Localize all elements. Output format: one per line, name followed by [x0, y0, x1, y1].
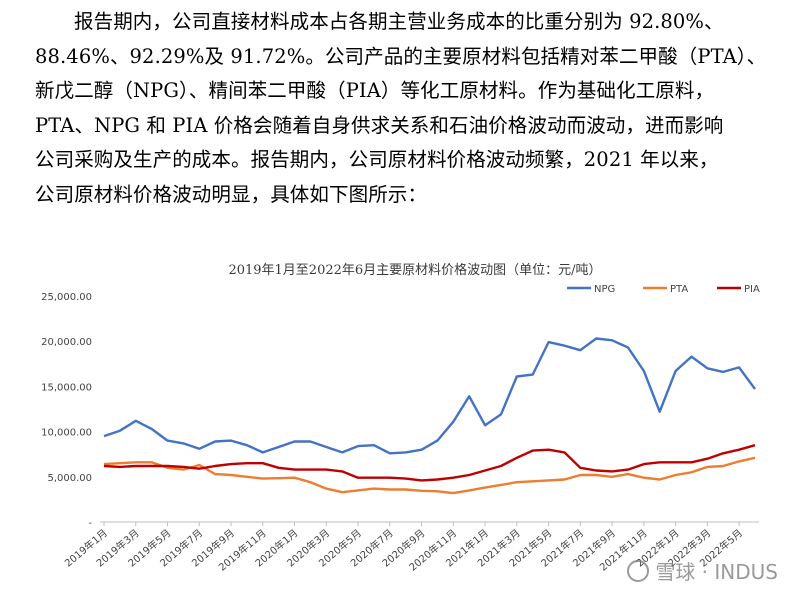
- y-tick-label: 5,000.00: [47, 473, 92, 484]
- legend-label-pta: PTA: [670, 284, 688, 295]
- watermark: 雪球 · INDUS: [627, 556, 778, 585]
- paragraph-line: PTA、NPG 和 PIA 价格会随着自身供求关系和石油价格波动而波动，进而影响: [35, 113, 724, 137]
- paragraph-line: 公司原材料价格波动明显，具体如下图所示：: [35, 182, 428, 206]
- series-line-npg: [103, 337, 756, 455]
- snowball-logo-icon: [627, 559, 650, 582]
- paragraph-line: 88.46%、92.29%及 91.72%。公司产品的主要原材料包括精对苯二甲酸…: [35, 44, 767, 68]
- y-tick-label: 10,000.00: [41, 428, 92, 439]
- y-tick-label: 25,000.00: [41, 292, 92, 303]
- series-line-pta: [103, 456, 756, 495]
- paragraph-line: 报告期内，公司直接材料成本占各期主营业务成本的比重分别为 92.80%、: [74, 10, 724, 33]
- paragraph-line: 新戊二醇（NPG）、精间苯二甲酸（PIA）等化工原材料。作为基础化工原料，: [35, 79, 715, 102]
- chart-legend: NPG PTA PIA: [567, 284, 760, 295]
- series-lines: [103, 337, 756, 495]
- legend-label-npg: NPG: [594, 284, 615, 295]
- y-tick-label: 15,000.00: [41, 382, 92, 393]
- y-tick-label: 20,000.00: [41, 337, 92, 348]
- y-axis: 25,000.00 20,000.00 15,000.00 10,000.00 5,00…: [41, 292, 92, 529]
- body-paragraph: 报告期内，公司直接材料成本占各期主营业务成本的比重分别为 92.80%、 88.…: [35, 5, 775, 212]
- chart-title: 2019年1月至2022年6月主要原材料价格波动图（单位：元/吨）: [228, 262, 601, 278]
- legend-label-pia: PIA: [744, 284, 760, 295]
- y-tick-label: -: [88, 518, 92, 529]
- paragraph-line: 公司采购及生产的成本。报告期内，公司原材料价格波动频繁，2021 年以来，: [35, 148, 719, 171]
- watermark-text: 雪球 · INDUS: [655, 560, 778, 584]
- price-chart: 2019年1月至2022年6月主要原材料价格波动图（单位：元/吨） NPG PTA…: [41, 262, 760, 574]
- series-line-pia: [103, 444, 756, 482]
